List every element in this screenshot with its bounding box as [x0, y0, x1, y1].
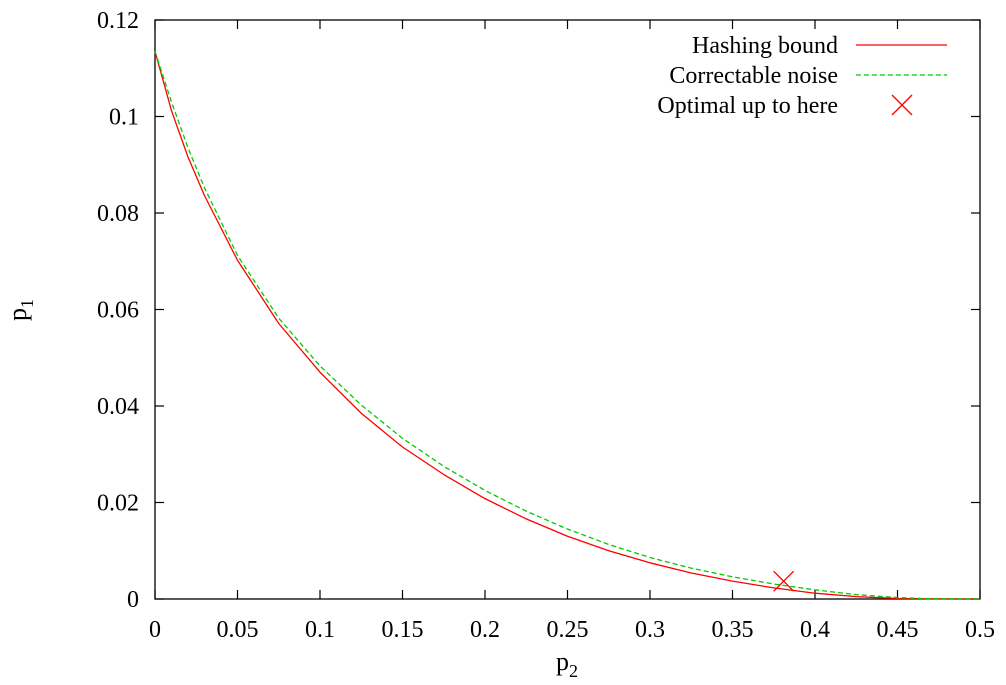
series-line-0: [154, 51, 980, 600]
x-tick-label: 0.5: [965, 617, 995, 643]
x-tick-label: 0.1: [305, 617, 335, 643]
y-tick-label: 0: [127, 587, 139, 613]
legend: Hashing bound Correctable noise Optimal up…: [657, 33, 947, 119]
y-axis-label: p1: [3, 299, 37, 321]
x-tick-label: 0.2: [470, 617, 500, 643]
legend-label: Correctable noise: [669, 63, 838, 89]
marker-layer: [773, 570, 795, 592]
plot-frame: [154, 19, 981, 600]
y-tick-label: 0.12: [97, 8, 139, 34]
x-axis-label: p2: [556, 647, 578, 681]
y-tick-label: 0.1: [109, 105, 139, 131]
x-tick-label: 0.4: [800, 617, 830, 643]
legend-marker: [891, 94, 913, 116]
legend-label: Optimal up to here: [657, 93, 838, 119]
x-tick-label: 0.25: [547, 617, 589, 643]
axis-ticks: 0 0.05 0.1 0.15 0.2 0.25 0.3 0.35 0.4 0.45 0.5 0 0.0…: [97, 8, 995, 643]
series-layer: [154, 51, 980, 600]
x-tick-label: 0.3: [635, 617, 665, 643]
x-tick-label: 0.35: [712, 617, 754, 643]
x-tick-label: 0.05: [217, 617, 259, 643]
x-tick-label: 0.15: [382, 617, 424, 643]
y-tick-label: 0.06: [97, 298, 139, 324]
y-tick-label: 0.02: [97, 491, 139, 517]
x-tick-label: 0: [149, 617, 161, 643]
y-tick-label: 0.04: [97, 394, 139, 420]
legend-label: Hashing bound: [692, 33, 838, 59]
series-line-1: [154, 51, 980, 600]
y-tick-label: 0.08: [97, 201, 139, 227]
x-tick-label: 0.45: [877, 617, 919, 643]
optimal-marker: [773, 570, 795, 592]
plot-area-border: [154, 19, 981, 600]
